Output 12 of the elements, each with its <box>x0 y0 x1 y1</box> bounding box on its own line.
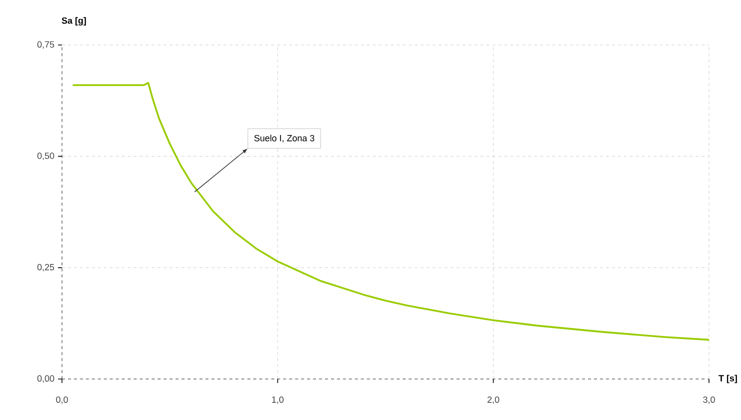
x-axis-title: T [s] <box>718 374 737 384</box>
y-tick-label: 0,25 <box>37 264 54 272</box>
line-series <box>72 82 710 341</box>
x-tick-label: 1,0 <box>272 396 284 404</box>
y-tick-label: 0,75 <box>37 41 54 49</box>
y-tick-label: 0,00 <box>37 375 54 383</box>
y-axis-title: Sa [g] <box>62 17 86 26</box>
x-tick-label: 3,0 <box>703 396 715 404</box>
annotation: Suelo I, Zona 3 <box>254 134 314 142</box>
x-tick-label: 0,0 <box>56 396 68 404</box>
x-tick-label: 2,0 <box>488 396 500 404</box>
y-tick-label: 0,50 <box>37 152 54 160</box>
